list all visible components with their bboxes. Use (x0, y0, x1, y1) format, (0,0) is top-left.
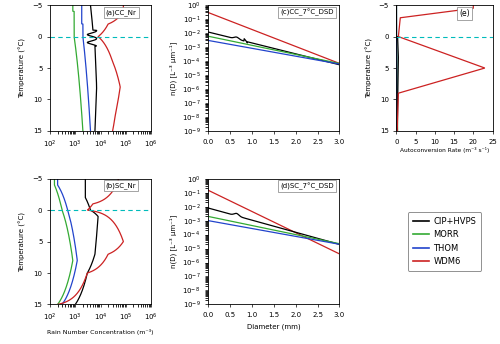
Y-axis label: Temperature (°C): Temperature (°C) (20, 38, 26, 98)
Text: (e): (e) (459, 9, 469, 18)
Legend: CIP+HVPS, MORR, THOM, WDM6: CIP+HVPS, MORR, THOM, WDM6 (408, 212, 482, 271)
X-axis label: Diameter (mm): Diameter (mm) (247, 324, 300, 330)
Text: (a)CC_Nr: (a)CC_Nr (106, 9, 136, 16)
Text: (b)SC_Nr: (b)SC_Nr (106, 182, 136, 189)
X-axis label: Autoconversion Rate (m⁻³ s⁻¹): Autoconversion Rate (m⁻³ s⁻¹) (400, 147, 489, 153)
Y-axis label: n(D) [L⁻³ μm⁻¹]: n(D) [L⁻³ μm⁻¹] (169, 41, 177, 95)
Text: (c)CC_7°C_DSD: (c)CC_7°C_DSD (280, 9, 334, 17)
Text: (d)SC_7°C_DSD: (d)SC_7°C_DSD (280, 182, 334, 190)
Y-axis label: n(D) [L⁻³ μm⁻¹]: n(D) [L⁻³ μm⁻¹] (169, 215, 177, 268)
X-axis label: Rain Number Concentration (m⁻³): Rain Number Concentration (m⁻³) (48, 329, 154, 335)
Y-axis label: Temperature (°C): Temperature (°C) (366, 38, 373, 98)
Y-axis label: Temperature (°C): Temperature (°C) (20, 212, 26, 271)
